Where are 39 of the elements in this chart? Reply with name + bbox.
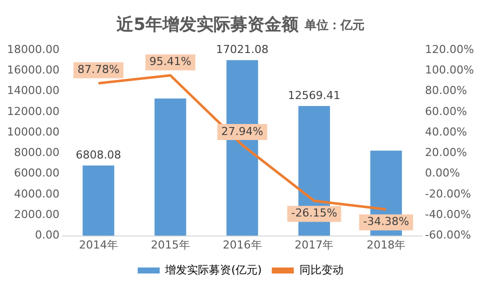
y2-tick-label: 120.00% [425, 42, 474, 56]
data-label: -34.38% [363, 215, 410, 228]
x-tick-label: 2018年 [366, 238, 406, 252]
data-label: 12569.41 [288, 88, 340, 102]
bar [82, 166, 114, 236]
data-label: 6808.08 [76, 148, 122, 162]
chart-title: 近5年增发实际募资金额 [116, 14, 298, 36]
x-tick-label: 2017年 [294, 238, 334, 252]
y2-tick-label: -60.00% [425, 228, 471, 242]
y2-tick-label: 20.00% [425, 146, 468, 160]
y2-tick-label: 100.00% [425, 64, 474, 77]
data-label: 17021.08 [216, 42, 269, 56]
y2-tick-label: 80.00% [425, 84, 468, 98]
legend-label: 同比变动 [299, 263, 344, 276]
y-tick-label: 12000.00 [6, 104, 60, 118]
data-label: 87.78% [77, 63, 120, 76]
x-tick-label: 2016年 [222, 238, 262, 252]
y-tick-label: 8000.00 [14, 146, 60, 160]
y-tick-label: 18000.00 [6, 42, 60, 56]
y-tick-label: 10000.00 [6, 125, 60, 138]
y-tick-label: 6000.00 [14, 166, 60, 180]
y-tick-label: 14000.00 [6, 84, 60, 98]
y-tick-label: 16000.00 [6, 64, 60, 77]
y2-tick-label: 40.00% [425, 125, 468, 138]
x-tick-label: 2014年 [78, 238, 118, 252]
y2-tick-label: -20.00% [425, 187, 471, 200]
y2-tick-label: 60.00% [425, 104, 468, 118]
data-label: -26.15% [291, 206, 338, 220]
y-tick-label: 4000.00 [14, 187, 60, 200]
y2-tick-label: 0.00% [425, 166, 460, 180]
y-tick-label: 2000.00 [14, 208, 60, 222]
y2-tick-label: -40.00% [425, 208, 471, 222]
bar [154, 98, 186, 236]
data-label: 95.41% [149, 55, 192, 68]
legend-label: 增发实际募资(亿元) [164, 263, 262, 276]
data-label: 27.94% [221, 124, 264, 138]
y-tick-label: 0.00 [34, 228, 60, 242]
chart-subtitle: 单位：亿元 [304, 17, 364, 34]
x-tick-label: 2015年 [150, 238, 190, 252]
